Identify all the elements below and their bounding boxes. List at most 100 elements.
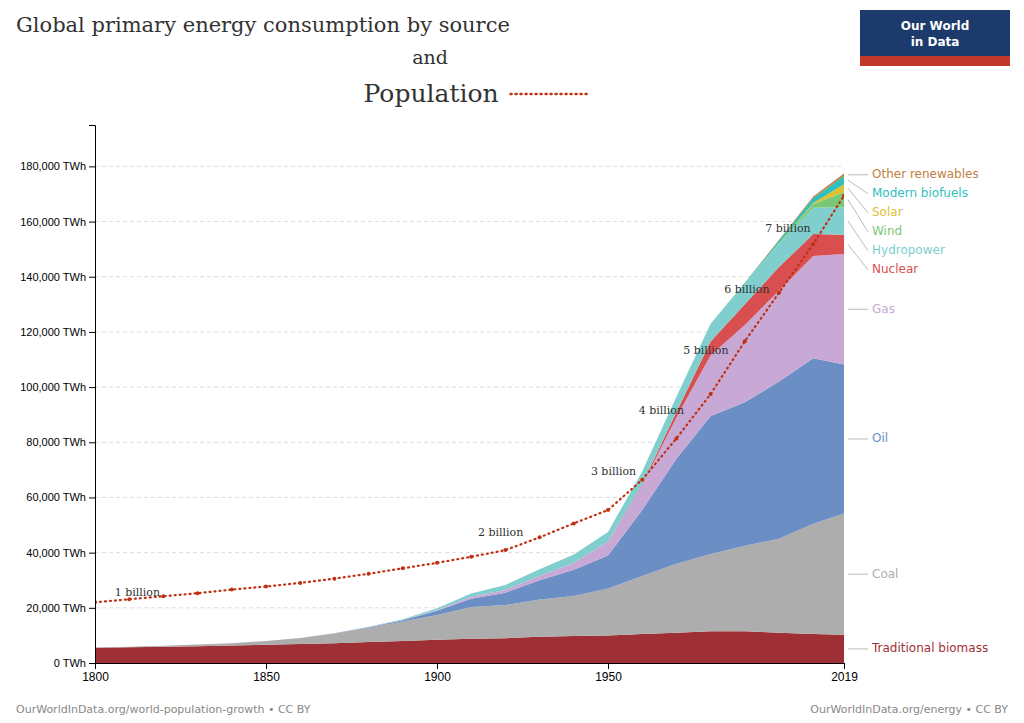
tick-mark xyxy=(266,663,267,669)
logo-text: Our World xyxy=(901,19,970,33)
tick-mark xyxy=(89,553,95,554)
tick-label: 140,000 TWh xyxy=(20,271,86,283)
marker xyxy=(743,339,747,343)
tick: 1900 xyxy=(424,663,451,684)
marker xyxy=(842,194,844,198)
logo-box xyxy=(860,10,1010,66)
marker xyxy=(435,561,439,565)
annotation: 5 billion xyxy=(683,344,728,357)
legend-label: Coal xyxy=(872,567,898,581)
logo-bar xyxy=(860,56,1010,66)
marker xyxy=(572,521,576,525)
tick: 40,000 TWh xyxy=(26,547,95,559)
axis-line xyxy=(96,664,845,670)
legend-label: Hydropower xyxy=(872,243,945,257)
marker xyxy=(196,591,200,595)
annotation: 2 billion xyxy=(478,526,523,539)
grid-line xyxy=(95,166,844,167)
tick-mark xyxy=(89,277,95,278)
tick-label: 100,000 TWh xyxy=(20,381,86,393)
annotation: 1 billion xyxy=(115,586,160,599)
logo-text: in Data xyxy=(911,35,960,49)
grid-line xyxy=(95,276,844,277)
marker xyxy=(709,392,713,396)
tick-label: 180,000 TWh xyxy=(20,160,86,172)
marker xyxy=(640,478,644,482)
tick: 20,000 TWh xyxy=(26,602,95,614)
footer: OurWorldInData.org/world-population-grow… xyxy=(16,703,1008,716)
subtitle: and xyxy=(412,46,448,68)
tick-mark xyxy=(608,663,609,669)
tick-label: 1950 xyxy=(595,670,622,684)
tick-mark xyxy=(89,442,95,443)
legend-label: Modern biofuels xyxy=(872,186,968,200)
legend-connector xyxy=(848,200,868,232)
annotation: 6 billion xyxy=(724,283,769,296)
marker xyxy=(264,585,268,589)
legend-connector xyxy=(848,309,868,310)
area xyxy=(95,192,844,648)
annotations: 1 billion 2 billion 3 billion 4 billion 5 bi… xyxy=(115,222,811,599)
tick: 1800 xyxy=(82,663,109,684)
tick: 1850 xyxy=(253,663,280,684)
chart: 180018501900195020190 TWh20,000 TWh40,00… xyxy=(0,0,1024,723)
title-block: Global primary energy consumption by sou… xyxy=(16,13,589,108)
tick-mark xyxy=(437,663,438,669)
tick-mark xyxy=(844,663,845,669)
area xyxy=(95,176,844,648)
tick: 60,000 TWh xyxy=(26,491,95,503)
tick-mark xyxy=(89,387,95,388)
legend-label: Gas xyxy=(872,302,895,316)
area xyxy=(95,234,844,648)
marker xyxy=(606,508,610,512)
area xyxy=(95,184,844,647)
legend-connector xyxy=(848,188,868,213)
tick-label: 160,000 TWh xyxy=(20,216,86,228)
legend-label: Wind xyxy=(872,224,902,238)
tick: 180,000 TWh xyxy=(20,160,95,172)
annotation: 7 billion xyxy=(765,222,810,235)
legend-label: Population xyxy=(364,79,499,108)
x-axis: 1800 1850 1900 1950 2019 xyxy=(82,663,858,684)
annotation: 3 billion xyxy=(591,465,636,478)
tick-mark xyxy=(89,497,95,498)
tick-mark xyxy=(89,663,95,664)
tick-mark xyxy=(89,332,95,333)
tick-label: 120,000 TWh xyxy=(20,326,86,338)
marker xyxy=(367,572,371,576)
tick: 100,000 TWh xyxy=(20,381,95,393)
tick: 2019 xyxy=(831,663,858,684)
plot-area xyxy=(95,174,844,663)
annotation: 4 billion xyxy=(639,404,684,417)
legend-label: Traditional biomass xyxy=(871,641,988,655)
marker xyxy=(298,581,302,585)
legend-label: Solar xyxy=(872,205,903,219)
tick-label: 1850 xyxy=(253,670,280,684)
legend-connector xyxy=(848,221,868,251)
marker xyxy=(503,548,507,552)
legend-swatch xyxy=(511,93,589,96)
marker xyxy=(469,555,473,559)
legend-connector xyxy=(848,174,868,175)
legend-connector xyxy=(848,648,868,649)
legend-connector xyxy=(848,574,868,575)
axis-line xyxy=(89,126,96,664)
tick-label: 2019 xyxy=(831,670,858,684)
marker xyxy=(674,436,678,440)
marker xyxy=(777,291,781,295)
marker xyxy=(161,594,165,598)
title: Global primary energy consumption by sou… xyxy=(16,13,510,37)
marker xyxy=(811,242,815,246)
tick: 80,000 TWh xyxy=(26,436,95,448)
legend-connector xyxy=(848,244,868,269)
marker xyxy=(538,535,542,539)
tick-mark xyxy=(89,222,95,223)
tick: 140,000 TWh xyxy=(20,271,95,283)
footer-text: OurWorldInData.org/energy • CC BY xyxy=(810,703,1008,716)
area xyxy=(95,174,844,648)
tick-label: 1800 xyxy=(82,670,109,684)
line xyxy=(95,196,844,603)
y-axis: 0 TWh20,000 TWh40,000 TWh60,000 TWh80,00… xyxy=(20,126,95,670)
tick: 120,000 TWh xyxy=(20,326,95,338)
tick-label: 60,000 TWh xyxy=(26,491,86,503)
